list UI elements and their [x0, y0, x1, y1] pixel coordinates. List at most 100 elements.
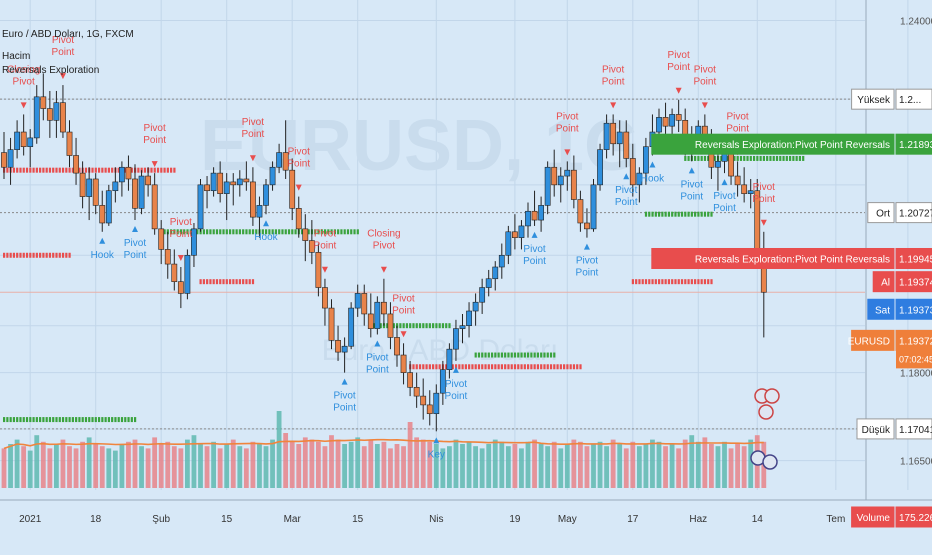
study-legend[interactable]: Reversals Exploration [2, 65, 100, 76]
volume-bar [289, 441, 295, 488]
volume-bar [73, 448, 79, 488]
candle-body [472, 301, 479, 312]
pivot-level-dot [91, 167, 94, 173]
bear-arrow-icon [295, 184, 302, 191]
candle-body [263, 184, 269, 206]
bear-arrow-icon [760, 219, 767, 226]
pivot-level-dot [451, 364, 454, 370]
bear-reversal-label: Point [242, 129, 265, 140]
bear-arrow-icon [20, 102, 27, 109]
pivot-level-dot [448, 323, 451, 329]
bear-reversal-label: Pivot [314, 229, 336, 240]
bear-reversal-label: Closing [7, 64, 40, 75]
symbol-title[interactable]: Euro / ABD Doları, 1G, FXCM [2, 29, 134, 40]
volume-legend[interactable]: Hacim [2, 51, 31, 62]
bull-reversal-label: Point [333, 403, 356, 414]
price-badge-value-bg [895, 133, 932, 155]
pivot-level-dot [16, 167, 19, 173]
volume-bar [224, 444, 230, 488]
pivot-level-dot [507, 364, 510, 370]
pivot-level-dot [12, 417, 16, 423]
pivot-level-dot [215, 279, 219, 285]
volume-bar [525, 441, 531, 488]
candle-body [158, 228, 165, 250]
candle-body [367, 313, 374, 329]
pivot-level-dot [232, 229, 235, 235]
pivot-level-dot [130, 417, 133, 423]
pivot-level-dot [330, 229, 333, 235]
bear-reversal-label: Pivot [694, 64, 716, 75]
pivot-level-dot [707, 155, 710, 161]
pivot-level-dot [271, 229, 274, 235]
pivot-level-dot [104, 417, 107, 423]
volume-bar [388, 448, 393, 488]
bear-arrow-icon [564, 149, 571, 156]
volume-bar [545, 446, 551, 488]
pivot-level-dot [153, 167, 156, 173]
pivot-level-dot [242, 229, 245, 235]
volume-bar [67, 446, 72, 488]
candle-body [420, 395, 427, 406]
pivot-level-dot [248, 279, 251, 285]
volume-bar [165, 441, 171, 488]
pivot-level-dot [337, 229, 340, 235]
pivot-level-dot [667, 211, 671, 217]
pivot-level-dot [120, 417, 124, 423]
candle-body [125, 166, 132, 180]
bear-reversal-label: Pivot [556, 111, 578, 122]
us-flag-icon[interactable] [762, 454, 778, 470]
bull-reversal-label: Pivot [523, 244, 545, 255]
bear-reversal-label: Pivot [668, 50, 690, 61]
candle-body [656, 117, 662, 133]
price-badge-label: Yüksek [857, 95, 891, 106]
pivot-level-dot [137, 167, 140, 173]
pivot-level-dot [61, 252, 65, 258]
volume-bar [257, 444, 262, 488]
volume-bar [40, 441, 46, 488]
pivot-level-dot [301, 229, 304, 235]
pivot-level-dot [42, 417, 45, 423]
candle-body [623, 131, 630, 159]
candle-body [597, 149, 603, 186]
pivot-level-dot [779, 155, 782, 161]
bear-reversal-label: Point [556, 123, 579, 134]
us-flag-icon[interactable] [758, 404, 774, 420]
price-badge-label-bg [872, 271, 895, 293]
event-flags[interactable] [750, 388, 780, 470]
pivot-level-dot [530, 364, 533, 370]
pivot-level-dot [697, 211, 700, 217]
pivot-level-dot [749, 155, 752, 161]
pivot-level-dot [641, 279, 644, 285]
price-badge-value: 1.2... [899, 95, 921, 106]
candle-body [119, 166, 125, 183]
pivot-level-dot [48, 167, 52, 173]
pivot-level-dot [743, 155, 746, 161]
pivot-level-dot [769, 155, 772, 161]
pivot-level-dot [441, 323, 445, 329]
pivot-level-dot [156, 167, 160, 173]
pivot-level-dot [19, 167, 22, 173]
volume-bar [564, 444, 570, 488]
x-axis[interactable]: 202118Şub15Mar15Nis19May17Haz14Tem19 [0, 499, 932, 550]
price-badge-label-bg [651, 247, 895, 269]
pivot-level-dot [3, 417, 6, 423]
pivot-level-dot [687, 211, 690, 217]
volume-bar [250, 441, 256, 488]
pivot-level-dot [507, 352, 510, 358]
candle-body [197, 184, 204, 230]
volume-bar [715, 446, 721, 488]
pivot-level-dot [523, 364, 526, 370]
us-flag-icon[interactable] [764, 388, 780, 404]
candle-body [328, 307, 335, 341]
volume-bar [735, 444, 740, 488]
price-badge-label: Sat [875, 305, 890, 316]
pivot-level-dot [425, 364, 428, 370]
volume-bar [551, 441, 557, 488]
price-badge-value-bg [895, 247, 932, 269]
volume-bar [296, 444, 302, 488]
price-badge-countdown: 07:02:45 [899, 354, 932, 364]
x-tick-label: 2021 [19, 514, 42, 525]
pivot-level-dot [487, 364, 490, 370]
